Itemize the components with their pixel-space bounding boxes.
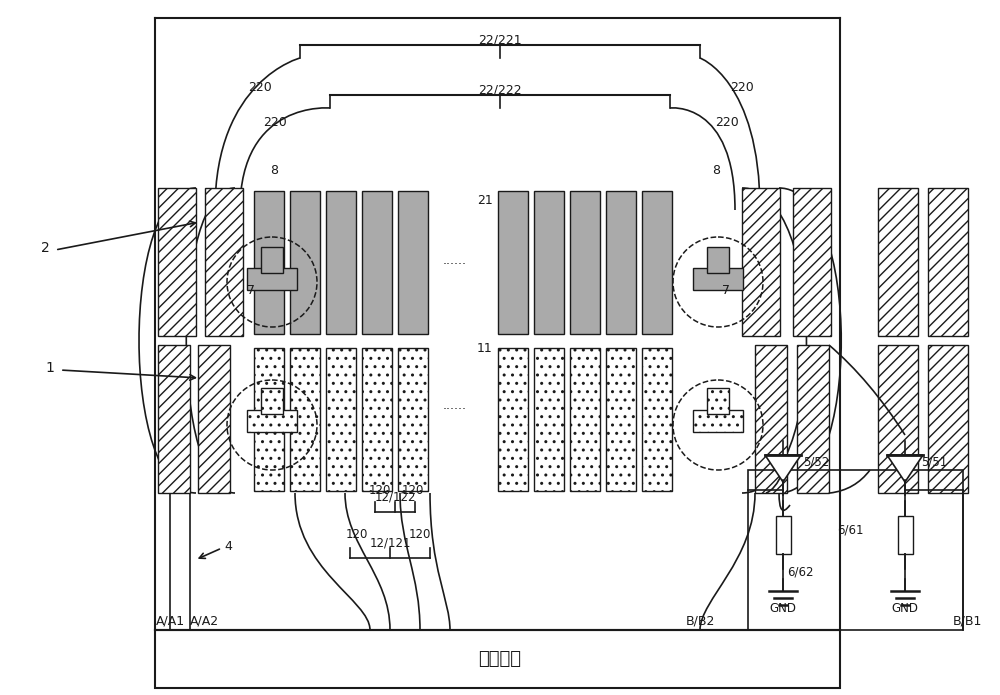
Bar	[155, 630, 840, 688]
Text: 220: 220	[715, 115, 739, 129]
Text: A/A2: A/A2	[190, 614, 219, 628]
Bar	[247, 268, 297, 290]
Bar	[642, 348, 672, 491]
Text: 120: 120	[409, 528, 431, 541]
Text: 测试模块: 测试模块	[479, 650, 522, 668]
Bar	[326, 348, 356, 491]
Bar	[398, 191, 428, 334]
Polygon shape	[887, 455, 923, 482]
Bar	[878, 345, 918, 493]
Bar	[755, 345, 787, 493]
Bar	[290, 348, 320, 491]
Text: 220: 220	[248, 81, 272, 94]
Bar	[261, 247, 283, 273]
Bar	[570, 348, 600, 491]
Text: 8: 8	[270, 163, 278, 177]
Bar	[205, 188, 243, 336]
Text: 5/51: 5/51	[921, 455, 947, 468]
Text: B/B1: B/B1	[952, 614, 982, 628]
Bar	[797, 345, 829, 493]
Text: 120: 120	[369, 484, 391, 496]
Text: 5/52: 5/52	[803, 455, 829, 468]
Text: ......: ......	[443, 398, 467, 411]
Text: 220: 220	[730, 81, 754, 94]
Text: 120: 120	[346, 528, 368, 541]
Bar	[570, 191, 600, 334]
Bar	[742, 188, 780, 336]
Text: 21: 21	[477, 193, 493, 206]
Text: GND: GND	[892, 601, 918, 614]
Text: 7: 7	[722, 284, 730, 297]
Bar	[247, 410, 297, 432]
Bar	[707, 247, 729, 273]
Bar	[254, 191, 284, 334]
Bar	[261, 388, 283, 414]
Bar	[498, 348, 528, 491]
Bar	[158, 188, 196, 336]
Bar	[606, 348, 636, 491]
Bar	[928, 188, 968, 336]
Bar	[362, 348, 392, 491]
Text: 11: 11	[477, 341, 493, 354]
Text: 12/122: 12/122	[374, 491, 416, 503]
Text: 4: 4	[224, 539, 232, 553]
Polygon shape	[765, 455, 801, 482]
Bar	[878, 188, 918, 336]
Text: 22/221: 22/221	[478, 33, 522, 47]
Text: 12/121: 12/121	[369, 537, 411, 550]
Text: 1: 1	[46, 361, 54, 375]
Bar	[534, 348, 564, 491]
Bar	[748, 470, 963, 630]
Bar	[642, 191, 672, 334]
Text: 8: 8	[712, 163, 720, 177]
Bar	[793, 188, 831, 336]
Bar	[928, 345, 968, 493]
Text: 22/222: 22/222	[478, 83, 522, 97]
Bar	[898, 516, 913, 554]
Bar	[776, 516, 791, 554]
Bar	[498, 191, 528, 334]
Text: GND: GND	[770, 601, 796, 614]
Text: 6/61: 6/61	[837, 523, 863, 537]
Bar	[158, 345, 190, 493]
Text: ......: ......	[443, 254, 467, 266]
Bar	[707, 388, 729, 414]
Text: A/A1: A/A1	[155, 614, 185, 628]
Text: 6/62: 6/62	[787, 566, 813, 578]
Bar	[693, 268, 743, 290]
Bar	[198, 345, 230, 493]
Bar	[254, 348, 284, 491]
Bar	[362, 191, 392, 334]
Text: 120: 120	[402, 484, 424, 496]
Bar	[326, 191, 356, 334]
Bar	[398, 348, 428, 491]
Text: B/B2: B/B2	[685, 614, 715, 628]
Bar	[606, 191, 636, 334]
Text: 2: 2	[41, 241, 49, 255]
Bar	[693, 410, 743, 432]
Text: 7: 7	[247, 284, 255, 297]
Bar	[290, 191, 320, 334]
Text: 220: 220	[263, 115, 287, 129]
Bar	[534, 191, 564, 334]
